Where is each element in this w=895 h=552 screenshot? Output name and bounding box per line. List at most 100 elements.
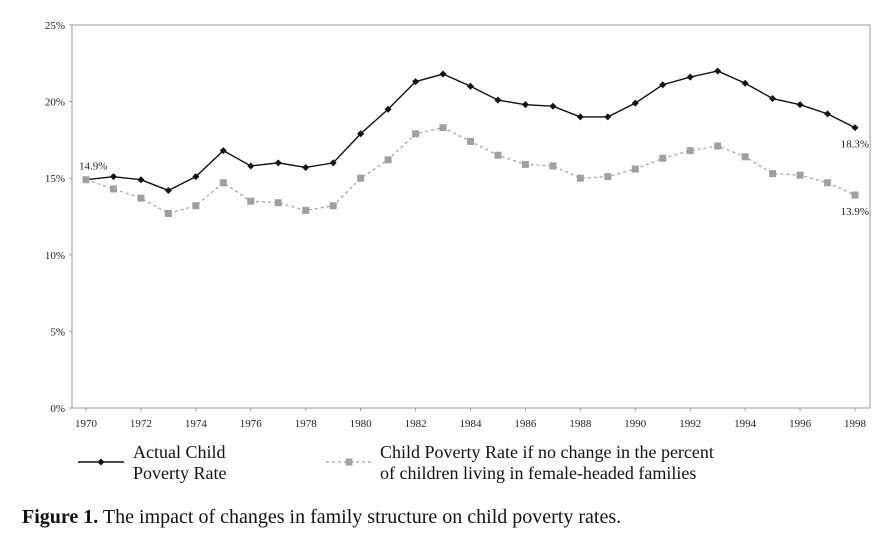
data-point — [741, 153, 749, 161]
y-tick-label: 20% — [45, 97, 65, 109]
data-point — [824, 179, 832, 187]
data-point — [549, 102, 557, 110]
data-point — [741, 79, 749, 87]
data-point — [329, 159, 337, 167]
x-tick-label: 1998 — [844, 418, 867, 430]
data-point — [467, 137, 474, 145]
x-tick-label: 1980 — [350, 418, 373, 430]
data-point — [824, 110, 832, 118]
data-point — [219, 179, 227, 187]
x-tick-label: 1994 — [734, 418, 757, 430]
data-point — [769, 95, 777, 103]
data-point — [192, 173, 200, 181]
data-point — [247, 162, 255, 170]
series-no-change — [82, 124, 859, 217]
data-point — [604, 113, 612, 121]
data-label: 18.3% — [841, 139, 869, 151]
data-point — [329, 202, 337, 210]
data-point — [109, 185, 117, 193]
x-tick-label: 1988 — [569, 418, 592, 430]
x-tick-label: 1992 — [679, 418, 701, 430]
data-point — [357, 174, 365, 182]
data-point — [796, 171, 804, 179]
x-tick-label: 1996 — [789, 418, 812, 430]
data-point — [686, 147, 694, 155]
axes — [71, 24, 871, 409]
data-point — [494, 151, 502, 159]
legend-label-line1: Child Poverty Rate if no change in the p… — [380, 442, 714, 462]
data-point — [192, 202, 200, 210]
data-point — [467, 82, 474, 90]
data-point — [412, 78, 420, 86]
figure-caption: Figure 1. The impact of changes in famil… — [22, 506, 621, 529]
data-point — [659, 81, 667, 89]
legend-swatch-marker — [97, 458, 105, 466]
x-tick-label: 1982 — [405, 418, 427, 430]
data-point — [769, 170, 777, 178]
legend-label-line2: of children living in female-headed fami… — [380, 463, 696, 483]
y-tick-label: 15% — [45, 173, 65, 185]
data-point — [274, 159, 282, 167]
data-point — [164, 209, 172, 217]
x-tick-label: 1974 — [185, 418, 208, 430]
x-tick-label: 1978 — [295, 418, 318, 430]
annotations: 14.9% 18.3% 13.9% — [79, 139, 869, 218]
data-point — [219, 147, 227, 155]
data-point — [604, 173, 612, 181]
data-point — [521, 160, 529, 168]
data-point — [302, 163, 310, 171]
plot-frame — [71, 24, 871, 409]
caption-text: The impact of changes in family structur… — [98, 506, 622, 528]
x-tick-label: 1972 — [130, 418, 152, 430]
y-tick-label: 5% — [50, 326, 65, 338]
data-point — [384, 105, 392, 113]
x-tick-label: 1990 — [624, 418, 647, 430]
data-point — [851, 124, 859, 132]
x-tick-label: 1984 — [460, 418, 483, 430]
legend-entry-no-change: Child Poverty Rate if no change in the p… — [326, 442, 714, 483]
data-point — [247, 197, 255, 205]
data-point — [659, 154, 667, 162]
legend-label-line1: Actual Child — [133, 442, 226, 462]
x-tick-label: 1976 — [240, 418, 263, 430]
data-point — [439, 70, 447, 78]
data-point — [109, 173, 117, 181]
data-point — [357, 130, 365, 138]
data-point — [137, 176, 145, 184]
y-axis-ticks: 0% 5% 10% 15% 20% 25% — [45, 20, 72, 415]
data-point — [796, 101, 804, 109]
y-tick-label: 0% — [50, 403, 65, 415]
data-point — [576, 113, 584, 121]
data-point — [549, 162, 557, 170]
data-point — [412, 130, 420, 138]
caption-label: Figure 1. — [22, 506, 99, 528]
series-layer — [82, 67, 859, 217]
x-tick-label: 1986 — [514, 418, 537, 430]
data-point — [576, 174, 584, 182]
series-actual — [82, 67, 859, 194]
data-point — [686, 73, 694, 81]
y-tick-label: 10% — [45, 250, 65, 262]
data-point — [714, 142, 722, 150]
data-point — [384, 156, 392, 164]
data-label: 13.9% — [841, 206, 869, 218]
chart: 0% 5% 10% 15% 20% 25% 1970 1972 1974 1976 1978 198… — [45, 20, 871, 483]
legend-label-line2: Poverty Rate — [133, 463, 226, 483]
x-tick-label: 1970 — [75, 418, 98, 430]
data-point — [82, 176, 90, 184]
x-axis-ticks: 1970 1972 1974 1976 1978 1980 1982 1984 1986 1988… — [75, 408, 867, 430]
data-label: 14.9% — [79, 161, 107, 173]
data-point — [714, 67, 722, 75]
data-point — [439, 124, 447, 132]
data-point — [302, 206, 310, 214]
data-point — [631, 99, 639, 107]
data-point — [851, 191, 859, 199]
data-point — [631, 165, 639, 173]
legend-swatch-marker — [345, 458, 353, 466]
data-point — [164, 186, 172, 194]
data-point — [521, 101, 529, 109]
y-tick-label: 25% — [45, 20, 65, 32]
data-point — [137, 194, 145, 202]
